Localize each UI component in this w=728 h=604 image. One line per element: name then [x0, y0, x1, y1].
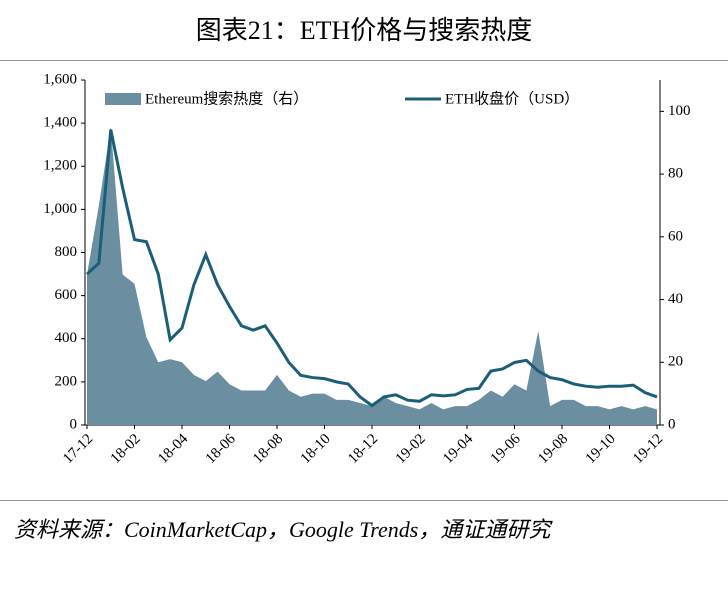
y-tick-label: 1,000 [43, 201, 77, 217]
x-tick-label: 19-12 [630, 431, 666, 467]
x-tick-label: 18-12 [345, 431, 381, 467]
source-note: 资料来源：CoinMarketCap，Google Trends，通证通研究 [14, 517, 551, 542]
legend-swatch [105, 93, 141, 105]
y2-tick-label: 40 [668, 291, 683, 307]
y-tick-label: 1,600 [43, 71, 77, 87]
y-tick-label: 800 [55, 244, 78, 260]
divider [0, 500, 728, 501]
y-tick-label: 0 [70, 416, 78, 432]
legend-label: Ethereum搜索热度（右） [145, 90, 308, 107]
area [87, 127, 657, 425]
x-tick-label: 18-04 [155, 431, 191, 467]
y2-tick-label: 0 [668, 416, 676, 432]
y-tick-label: 600 [55, 287, 78, 303]
x-tick-label: 19-04 [440, 431, 476, 467]
x-tick-label: 19-06 [488, 431, 524, 467]
line [85, 129, 658, 408]
y-tick-label: 200 [55, 373, 78, 389]
y2-tick-label: 20 [668, 354, 683, 370]
y-tick-label: 400 [55, 330, 78, 346]
x-tick-label: 18-06 [203, 431, 239, 467]
x-tick-label: 19-08 [535, 431, 571, 467]
y2-tick-label: 100 [668, 103, 691, 119]
y-tick-label: 1,200 [43, 158, 77, 174]
divider [0, 60, 728, 61]
chart-title: 图表21：ETH价格与搜索热度 [195, 16, 533, 45]
y2-tick-label: 60 [668, 228, 683, 244]
legend-label: ETH收盘价（USD） [445, 89, 579, 107]
x-tick-label: 17-12 [60, 431, 96, 467]
x-tick-label: 18-08 [250, 431, 286, 467]
x-tick-label: 19-02 [393, 431, 429, 467]
y-tick-label: 1,400 [43, 115, 77, 131]
chart: 0 200 400 600 800 1,000 1,200 1,400 1,600 0 20 40 60… [43, 71, 691, 467]
x-tick-label: 18-02 [108, 431, 144, 467]
x-tick-label: 19-10 [583, 431, 619, 467]
y2-tick-label: 80 [668, 166, 683, 182]
x-tick-label: 18-10 [298, 431, 334, 467]
